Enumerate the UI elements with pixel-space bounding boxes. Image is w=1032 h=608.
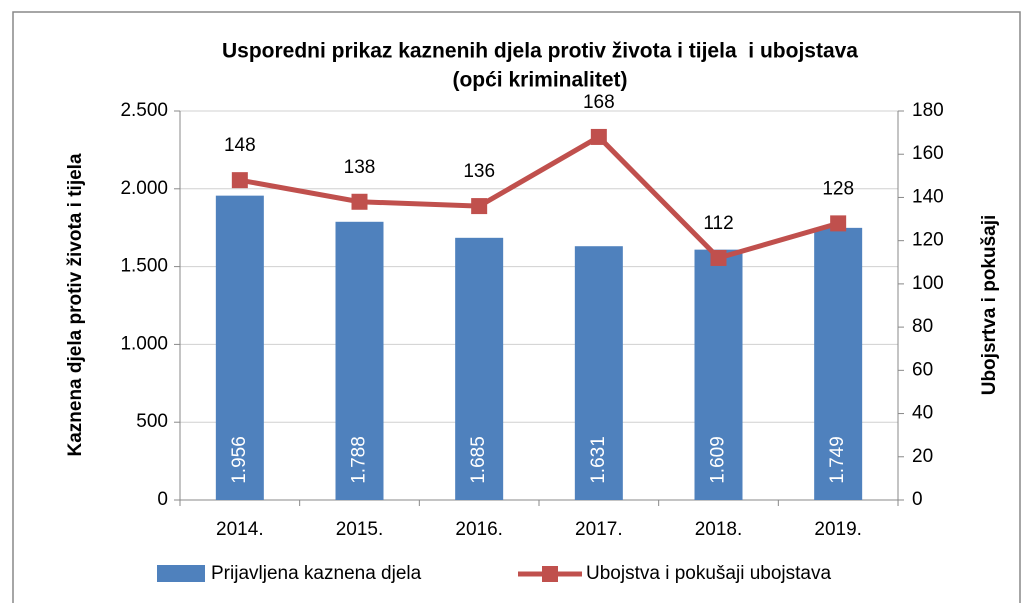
legend-swatch [542, 566, 558, 582]
x-tick-label: 2019. [814, 519, 862, 540]
bar-value-label: 1.685 [468, 436, 489, 484]
line-marker [830, 215, 847, 232]
line-marker [471, 198, 488, 215]
line-marker [710, 249, 727, 266]
chart-title: (opći kriminalitet) [452, 69, 627, 92]
y2-tick-label: 40 [912, 403, 933, 424]
x-tick-label: 2016. [455, 519, 503, 540]
y-axis-label: Kaznena djela protiv života i tijela [65, 153, 86, 456]
x-tick-label: 2018. [695, 519, 743, 540]
bar [574, 246, 623, 500]
x-tick-label: 2015. [336, 519, 384, 540]
y-tick-label: 2.500 [120, 100, 168, 121]
y-tick-label: 0 [157, 489, 168, 510]
bar-value-label: 1.749 [827, 436, 848, 484]
y-tick-label: 1.000 [120, 333, 168, 354]
y2-axis-label: Ubojsrtva i pokušaji [979, 215, 1000, 396]
bar-value-label: 1.788 [349, 436, 370, 484]
x-tick-label: 2014. [216, 519, 264, 540]
y2-tick-label: 180 [912, 100, 944, 121]
legend-label: Ubojstva i pokušaji ubojstava [586, 563, 831, 584]
y2-tick-label: 100 [912, 273, 944, 294]
line-value-label: 138 [344, 157, 376, 178]
x-tick-label: 2017. [575, 519, 623, 540]
y2-tick-label: 60 [912, 359, 933, 380]
y2-tick-label: 140 [912, 186, 944, 207]
y2-tick-label: 0 [912, 489, 923, 510]
y-tick-label: 500 [136, 411, 168, 432]
y-tick-label: 2.000 [120, 178, 168, 199]
y2-tick-label: 20 [912, 446, 933, 467]
line-value-label: 112 [703, 213, 733, 234]
y2-tick-label: 80 [912, 316, 933, 337]
bar-value-label: 1.956 [229, 436, 250, 484]
bar [335, 221, 384, 500]
line-marker [351, 193, 368, 210]
line-value-label: 148 [224, 135, 256, 156]
y2-tick-label: 120 [912, 230, 944, 251]
line-value-label: 168 [583, 92, 615, 113]
legend-swatch [157, 565, 205, 582]
bar-value-label: 1.631 [588, 436, 609, 484]
line-marker [590, 128, 607, 145]
legend-label: Prijavljena kaznena djela [211, 563, 422, 584]
line-marker [231, 172, 248, 189]
line-value-label: 136 [463, 161, 495, 182]
y-tick-label: 1.500 [120, 256, 168, 277]
bar [215, 195, 264, 500]
y2-tick-label: 160 [912, 143, 944, 164]
line [239, 133, 839, 261]
bar [694, 249, 743, 500]
bar [814, 227, 863, 501]
bar [455, 237, 504, 500]
line-value-label: 128 [822, 178, 854, 199]
bar-value-label: 1.609 [708, 436, 729, 484]
chart-title: Usporedni prikaz kaznenih djela protiv ž… [222, 40, 858, 63]
